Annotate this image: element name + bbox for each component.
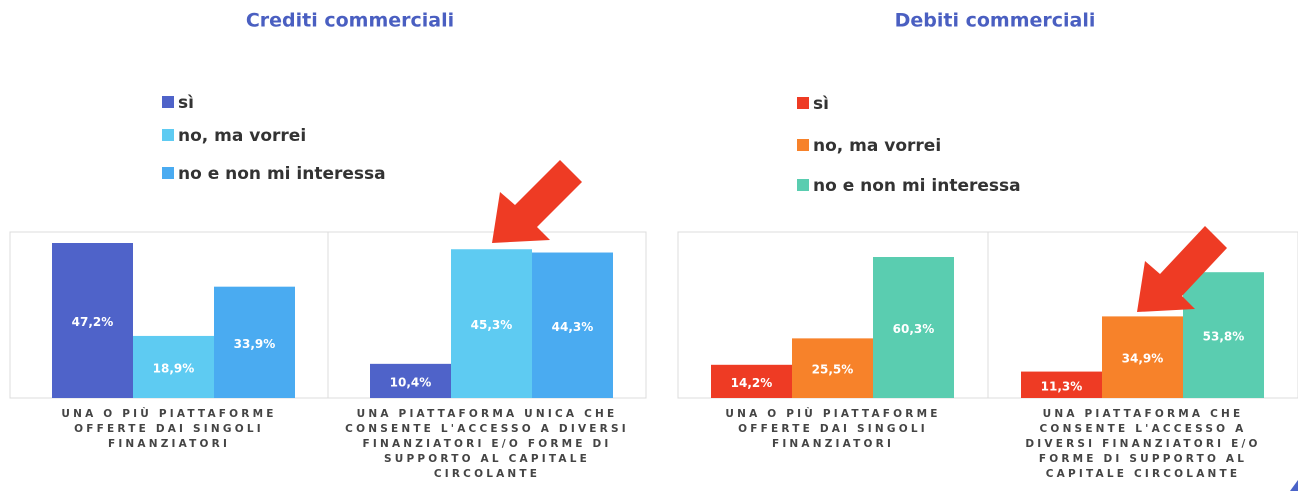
legend-swatch	[797, 179, 809, 191]
legend-label: no e non mi interessa	[178, 164, 386, 184]
arrow	[1137, 226, 1227, 312]
legend-swatch	[162, 167, 174, 179]
x-tick-label: UNA O PIÙ PIATTAFORME OFFERTE DAI SINGOL…	[61, 408, 277, 450]
bar	[52, 243, 133, 398]
data-label: 25,5%	[812, 363, 854, 377]
legend-label: no, ma vorrei	[178, 126, 306, 146]
arrow	[492, 160, 582, 243]
data-label: 44,3%	[552, 320, 594, 334]
chart-title: Crediti commerciali	[246, 10, 454, 32]
marks: Crediti commerciali 47,2% 18,9% 33,9% 10,4% 4…	[9, 10, 1298, 399]
bar	[711, 364, 792, 398]
data-label: 53,8%	[1203, 330, 1245, 344]
data-label: 34,9%	[1122, 352, 1164, 366]
bar	[133, 335, 214, 398]
bar	[214, 286, 295, 398]
bar	[451, 249, 532, 398]
legend-label: sì	[813, 94, 829, 114]
data-label: 11,3%	[1041, 379, 1083, 393]
legend-label: sì	[178, 93, 194, 113]
data-label: 10,4%	[390, 375, 432, 389]
data-label: 14,2%	[731, 376, 773, 390]
bar	[1183, 272, 1264, 398]
bar	[873, 257, 954, 398]
legend-swatch	[162, 96, 174, 108]
bar	[1102, 316, 1183, 398]
data-label: 33,9%	[234, 337, 276, 351]
bar	[532, 252, 613, 398]
legend-swatch	[797, 139, 809, 151]
bar	[792, 338, 873, 398]
chart-title: Debiti commerciali	[895, 10, 1096, 32]
legend-label: no e non mi interessa	[813, 176, 1021, 196]
data-label: 60,3%	[893, 322, 935, 336]
legend-swatch	[162, 129, 174, 141]
data-label: 47,2%	[72, 315, 114, 329]
legend-swatch	[797, 97, 809, 109]
corner-mark	[1290, 480, 1298, 491]
x-tick-label: UNA PIATTAFORMA CHE CONSENTE L'ACCESSO A…	[1025, 408, 1261, 480]
x-tick-label: UNA PIATTAFORMA UNICA CHE CONSENTE L'ACC…	[345, 408, 629, 480]
bar	[370, 363, 451, 398]
bar	[1021, 371, 1102, 398]
data-label: 18,9%	[153, 361, 195, 375]
legend-label: no, ma vorrei	[813, 136, 941, 156]
data-label: 45,3%	[471, 318, 513, 332]
x-tick-label: UNA O PIÙ PIATTAFORME OFFERTE DAI SINGOL…	[725, 408, 941, 450]
